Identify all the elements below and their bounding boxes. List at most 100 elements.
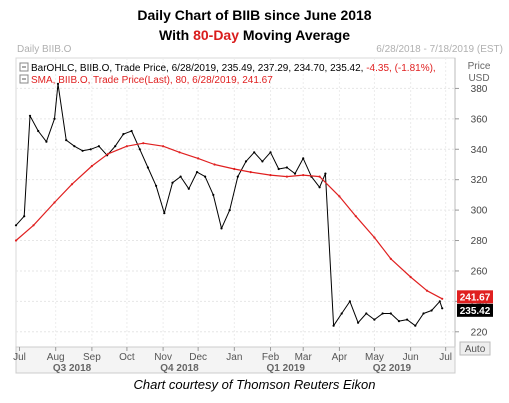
data-point-sma <box>285 175 288 178</box>
data-point-barohlc <box>381 312 384 315</box>
data-point-barohlc <box>53 117 56 120</box>
data-point-barohlc <box>441 307 444 310</box>
data-point-barohlc <box>73 145 76 148</box>
data-point-barohlc <box>414 324 417 327</box>
data-point-sma <box>197 157 200 160</box>
legend-change: -4.35, (-1.81%), <box>366 63 435 74</box>
data-point-barohlc <box>430 309 433 312</box>
x-tick-label: Feb <box>262 352 280 363</box>
data-point-sma <box>269 174 272 177</box>
chart-caption: Chart courtesy of Thomson Reuters Eikon <box>133 377 376 392</box>
chart-frame <box>15 57 456 374</box>
last-value-tag <box>457 290 493 304</box>
data-point-barohlc <box>324 172 327 175</box>
data-point-barohlc <box>357 321 360 324</box>
last-value-label: 241.67 <box>460 292 491 303</box>
data-point-barohlc <box>89 148 92 151</box>
data-point-barohlc <box>155 184 158 187</box>
data-point-barohlc <box>253 151 256 154</box>
data-point-sma <box>302 174 305 177</box>
data-point-barohlc <box>302 157 305 160</box>
title-line-2-suffix: Moving Average <box>239 27 350 43</box>
data-point-barohlc <box>438 300 441 303</box>
data-point-barohlc <box>228 209 231 212</box>
data-point-barohlc <box>130 129 133 133</box>
x-quarter-label: Q2 2019 <box>373 363 412 374</box>
y-tick-label: 380 <box>471 84 488 95</box>
header-right: 6/28/2018 - 7/18/2019 (EST) <box>376 44 503 55</box>
title-line-2: With 80-Day Moving Average <box>0 25 509 45</box>
series-line-barohlc <box>15 83 443 327</box>
data-point-sma <box>338 195 341 198</box>
data-point-barohlc <box>23 215 26 218</box>
y-axis-title-0: Price <box>468 61 491 72</box>
x-tick-label: Jan <box>226 352 242 363</box>
data-point-sma <box>373 236 376 239</box>
x-quarter-label: Q1 2019 <box>267 363 306 374</box>
legend-label: SMA, BIIB.O, Trade Price(Last), 80, 6/28… <box>31 75 273 86</box>
data-point-sma <box>354 215 357 218</box>
data-point-barohlc <box>146 166 149 169</box>
data-point-barohlc <box>138 148 141 151</box>
x-tick-label: Sep <box>83 352 101 363</box>
data-point-barohlc <box>406 318 409 321</box>
data-point-sma <box>249 171 252 174</box>
data-point-barohlc <box>277 167 280 171</box>
x-tick-label: Jun <box>403 352 419 363</box>
data-point-barohlc <box>220 227 223 230</box>
data-point-barohlc <box>348 300 351 303</box>
data-point-sma <box>32 224 35 227</box>
data-point-barohlc <box>195 171 199 174</box>
x-tick-label: May <box>365 352 384 363</box>
data-point-sma <box>425 289 429 292</box>
data-point-sma <box>213 163 216 166</box>
data-point-barohlc <box>365 312 368 315</box>
data-point-sma <box>441 297 444 300</box>
y-tick-label: 300 <box>471 206 488 217</box>
title-line-2-accent: 80-Day <box>193 27 239 43</box>
data-point-barohlc <box>285 166 288 169</box>
x-tick-label: Aug <box>47 352 65 363</box>
data-point-sma <box>70 183 74 186</box>
data-point-sma <box>318 175 321 178</box>
series-layer <box>14 82 444 327</box>
x-quarter-label: Q3 2018 <box>53 363 92 374</box>
y-axis-title-1: USD <box>468 73 489 84</box>
data-point-barohlc <box>204 175 207 178</box>
data-point-sma <box>90 164 93 168</box>
data-point-barohlc <box>318 186 321 189</box>
data-point-barohlc <box>397 320 401 323</box>
data-point-barohlc <box>81 149 84 152</box>
auto-label: Auto <box>465 344 486 355</box>
data-point-sma <box>14 239 18 242</box>
x-axis-band <box>15 346 456 374</box>
data-point-sma <box>233 167 236 171</box>
data-point-sma <box>53 201 56 204</box>
title-line-1: Daily Chart of BIIB since June 2018 <box>137 7 372 23</box>
data-point-barohlc <box>56 82 60 85</box>
x-tick-label: Mar <box>295 352 313 363</box>
data-point-barohlc <box>212 193 215 196</box>
data-point-barohlc <box>261 160 264 163</box>
y-tick-label: 320 <box>471 175 488 186</box>
y-tick-label: 220 <box>471 327 488 338</box>
chart-title: Daily Chart of BIIB since June 2018 With… <box>0 5 509 45</box>
legend-text-1: SMA, BIIB.O, Trade Price(Last), 80, 6/28… <box>31 75 273 86</box>
data-point-barohlc <box>114 145 117 148</box>
data-point-barohlc <box>65 139 68 142</box>
auto-button <box>459 341 491 356</box>
x-tick-label: Oct <box>119 352 135 363</box>
series-line-sma <box>15 142 443 300</box>
data-point-sma <box>409 275 412 279</box>
data-point-barohlc <box>187 187 190 190</box>
data-point-barohlc <box>340 312 343 315</box>
title-line-2-prefix: With <box>158 27 194 43</box>
y-tick-label: 340 <box>471 145 488 156</box>
plot-area <box>15 57 456 348</box>
data-point-barohlc <box>171 181 174 184</box>
legend: BarOHLC, BIIB.O, Trade Price, 6/28/2019,… <box>19 62 436 86</box>
data-point-sma <box>178 151 181 154</box>
legend-label: BarOHLC, BIIB.O, Trade Price, 6/28/2019,… <box>31 63 366 74</box>
legend-text-0: BarOHLC, BIIB.O, Trade Price, 6/28/2019,… <box>31 63 436 74</box>
